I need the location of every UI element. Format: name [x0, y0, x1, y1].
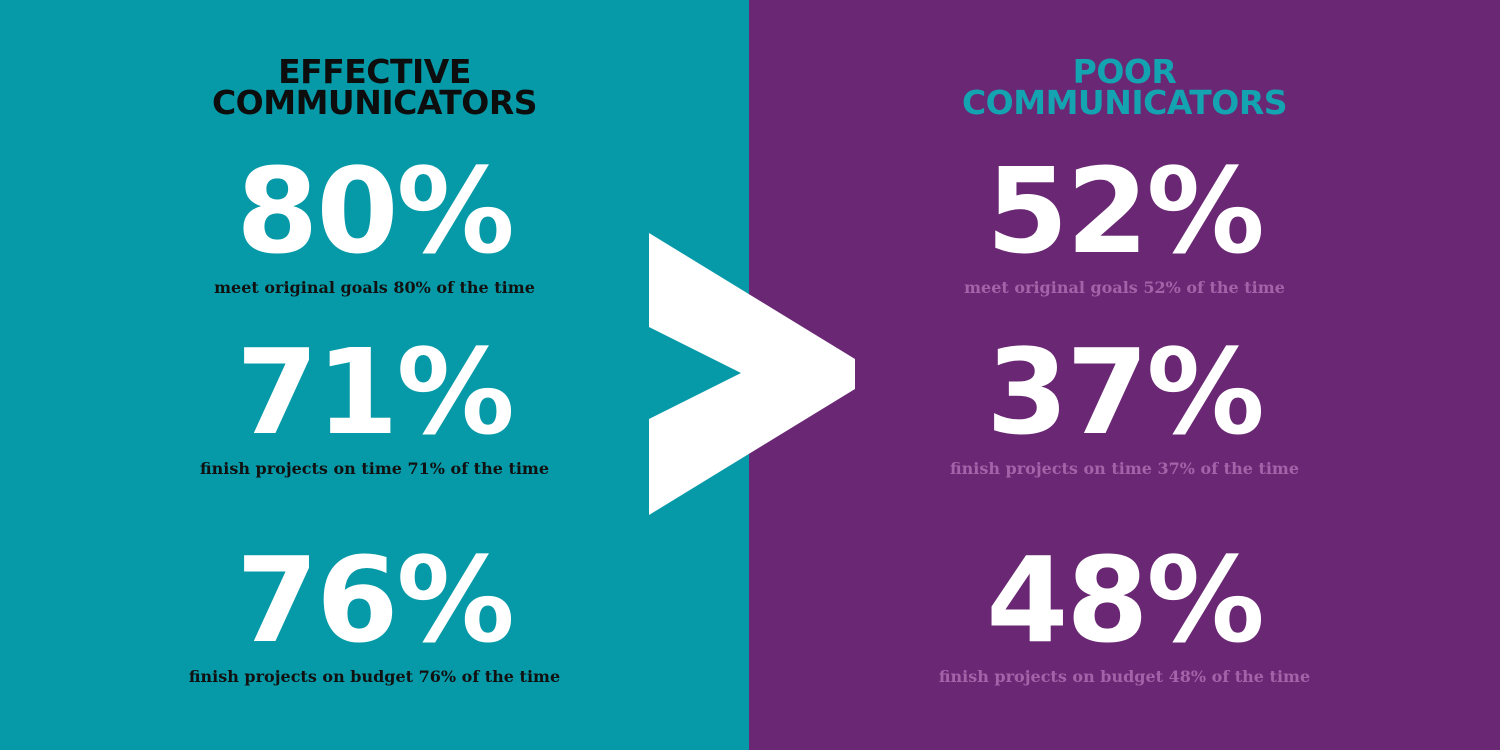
effective-title: EFFECTIVE COMMUNICATORS	[0, 52, 749, 122]
effective-stat-goals-caption: meet original goals 80% of the time	[214, 278, 535, 297]
poor-stat-budget: 48% finish projects on budget 48% of the…	[749, 541, 1500, 687]
effective-title-line1: EFFECTIVE	[278, 52, 471, 91]
poor-stat-time-caption: finish projects on time 37% of the time	[949, 459, 1300, 478]
effective-stat-goals-value: 80%	[236, 142, 514, 280]
poor-stat-goals-value: 52%	[986, 142, 1264, 280]
poor-title: POOR COMMUNICATORS	[749, 52, 1500, 122]
poor-communicators-panel: POOR COMMUNICATORS 52% meet original goa…	[749, 0, 1500, 750]
effective-stat-time-value: 71%	[236, 323, 514, 461]
effective-stat-time: 71% finish projects on time 71% of the t…	[0, 333, 749, 479]
effective-stat-budget-caption: finish projects on budget 76% of the tim…	[188, 667, 561, 686]
poor-title-line2: COMMUNICATORS	[961, 83, 1288, 122]
greater-than-icon	[649, 233, 855, 515]
effective-stat-budget-value: 76%	[236, 531, 514, 669]
poor-stat-goals-caption: meet original goals 52% of the time	[964, 278, 1285, 297]
effective-stat-goals: 80% meet original goals 80% of the time	[0, 152, 749, 298]
poor-stat-budget-value: 48%	[986, 531, 1264, 669]
effective-stat-time-caption: finish projects on time 71% of the time	[199, 459, 550, 478]
poor-stat-budget-caption: finish projects on budget 48% of the tim…	[938, 667, 1311, 686]
poor-stat-goals: 52% meet original goals 52% of the time	[749, 152, 1500, 298]
effective-stat-budget: 76% finish projects on budget 76% of the…	[0, 541, 749, 687]
effective-title-line2: COMMUNICATORS	[211, 83, 538, 122]
poor-stat-time: 37% finish projects on time 37% of the t…	[749, 333, 1500, 479]
poor-stat-time-value: 37%	[986, 323, 1264, 461]
effective-communicators-panel: EFFECTIVE COMMUNICATORS 80% meet origina…	[0, 0, 749, 750]
poor-title-line1: POOR	[1072, 52, 1177, 91]
